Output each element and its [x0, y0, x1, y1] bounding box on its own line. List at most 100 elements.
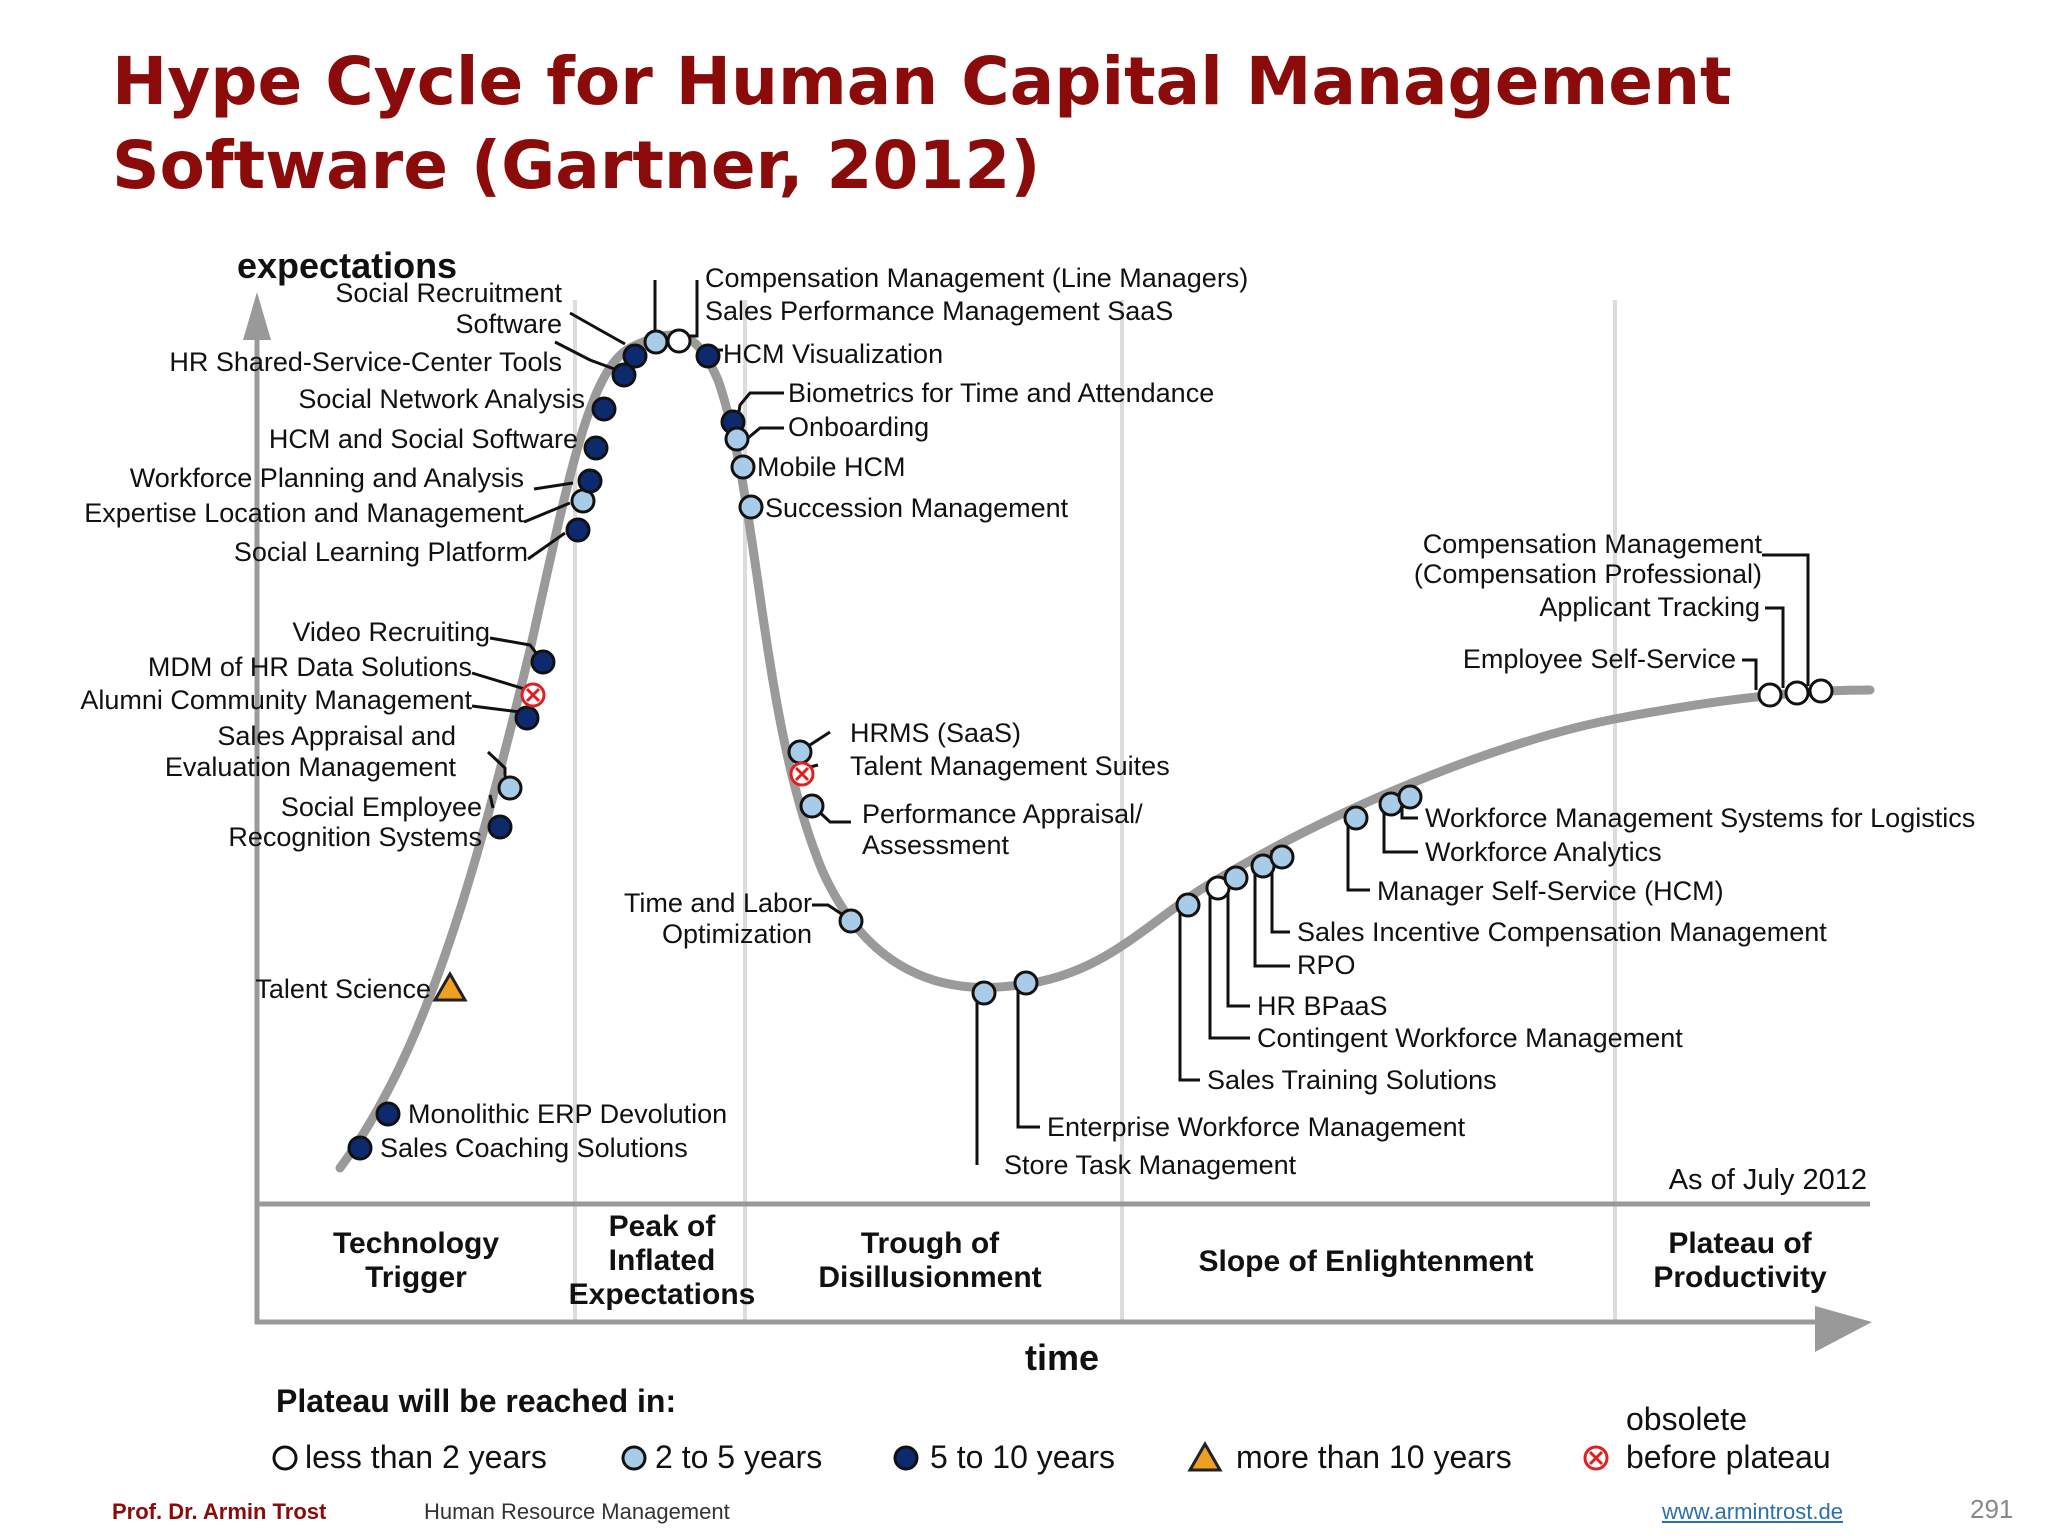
- marker-hr-shared-service-center-tools: [611, 362, 637, 388]
- label-onboarding: Onboarding: [788, 412, 929, 442]
- label-workforce-analytics: Workforce Analytics: [1425, 837, 1662, 867]
- legend-dark-blue-icon: [893, 1445, 919, 1471]
- label-manager-self-service-hcm: Manager Self-Service (HCM): [1377, 876, 1724, 906]
- label-video-recruiting: Video Recruiting: [292, 617, 490, 647]
- label-compensation-management-line-managers: Compensation Management (Line Managers): [705, 263, 1248, 293]
- y-axis-label: expectations: [237, 245, 457, 286]
- y-axis: expectations: [237, 245, 457, 1324]
- legend: Plateau will be reached in: less than 2 …: [272, 1383, 1831, 1475]
- label-social-employee-recognition-systems: Social Employee Recognition Systems: [228, 792, 482, 852]
- marker-onboarding: [724, 426, 750, 452]
- label-sales-coaching-solutions: Sales Coaching Solutions: [380, 1133, 688, 1163]
- legend-item-dark-blue: 5 to 10 years: [893, 1439, 1115, 1475]
- marker-store-task-management: [971, 980, 997, 1006]
- marker-time-and-labor-optimization: [838, 908, 864, 934]
- y-axis-arrow-icon: [243, 292, 271, 340]
- label-expertise-location-and-management: Expertise Location and Management: [84, 498, 524, 528]
- marker-talent-science: [432, 970, 468, 1002]
- label-compensation-management-compensation-professional: Compensation Management (Compensation Pro…: [1414, 529, 1763, 589]
- marker-talent-management-suites: [789, 761, 815, 787]
- legend-label: obsolete before plateau: [1626, 1401, 1831, 1475]
- marker-social-employee-recognition-systems: [487, 814, 513, 840]
- label-alumni-community-management: Alumni Community Management: [80, 685, 472, 715]
- technology-markers: [347, 328, 1834, 1161]
- legend-items: less than 2 years 2 to 5 years 5 to 10 yea…: [272, 1401, 1831, 1475]
- legend-triangle-icon: [1187, 1440, 1223, 1472]
- marker-social-network-analysis: [591, 396, 617, 422]
- legend-item-triangle: more than 10 years: [1187, 1439, 1512, 1475]
- marker-sales-training-solutions: [1175, 892, 1201, 918]
- slide-title: Hype Cycle for Human Capital Management …: [112, 40, 2012, 208]
- label-talent-management-suites: Talent Management Suites: [850, 751, 1170, 781]
- page-number: 291: [1970, 1494, 2014, 1524]
- x-axis-arrow-icon: [1815, 1306, 1872, 1352]
- phase-slope-of-enlightenment: Slope of Enlightenment: [1199, 1245, 1534, 1278]
- technology-labels: Sales Coaching Solutions Monolithic ERP D…: [80, 263, 1975, 1180]
- phase-plateau-of-productivity: Plateau of Productivity: [1653, 1227, 1827, 1294]
- marker-performance-appraisal-assessment: [799, 793, 825, 819]
- marker-hrms-saas: [787, 739, 813, 765]
- label-sales-training-solutions: Sales Training Solutions: [1207, 1065, 1497, 1095]
- phase-technology-trigger: Technology Trigger: [333, 1227, 499, 1294]
- label-sales-performance-management-saas: Sales Performance Management SaaS: [705, 296, 1173, 326]
- marker-monolithic-erp-devolution: [375, 1101, 401, 1127]
- label-performance-appraisal-assessment: Performance Appraisal/Assessment: [862, 799, 1143, 860]
- marker-enterprise-workforce-management: [1013, 970, 1039, 996]
- label-enterprise-workforce-management: Enterprise Workforce Management: [1047, 1112, 1466, 1142]
- label-hcm-visualization: HCM Visualization: [723, 339, 943, 369]
- marker-manager-self-service-hcm: [1343, 805, 1369, 831]
- legend-item-obsolete: obsolete before plateau: [1583, 1401, 1831, 1475]
- footer-course: Human Resource Management: [424, 1499, 730, 1524]
- title-line-2: Software (Gartner, 2012): [112, 127, 1041, 204]
- label-contingent-workforce-management: Contingent Workforce Management: [1257, 1023, 1683, 1053]
- marker-mobile-hcm: [730, 454, 756, 480]
- label-sales-appraisal-and-evaluation-management: Sales Appraisal and Evaluation Management: [165, 721, 457, 782]
- label-social-recruitment-software: Social Recruitment Software: [335, 278, 562, 339]
- legend-white-icon: [272, 1445, 298, 1471]
- label-workforce-management-systems-for-logistics: Workforce Management Systems for Logisti…: [1425, 803, 1975, 833]
- phase-peak-of-inflated-expectations: Peak of Inflated Expectations: [569, 1210, 756, 1311]
- marker-sales-incentive-compensation-management: [1269, 844, 1295, 870]
- marker-sales-coaching-solutions: [347, 1135, 373, 1161]
- label-hrms-saas: HRMS (SaaS): [850, 718, 1021, 748]
- label-biometrics-for-time-and-attendance: Biometrics for Time and Attendance: [788, 378, 1214, 408]
- label-store-task-management: Store Task Management: [1004, 1150, 1297, 1180]
- label-workforce-planning-and-analysis: Workforce Planning and Analysis: [130, 463, 524, 493]
- marker-applicant-tracking: [1784, 680, 1810, 706]
- label-time-and-labor-optimization: Time and Labor Optimization: [624, 888, 812, 949]
- marker-compensation-management-line-managers: [643, 329, 669, 355]
- legend-item-light-blue: 2 to 5 years: [621, 1439, 822, 1475]
- marker-sales-performance-management-saas: [666, 328, 692, 354]
- legend-light-blue-icon: [621, 1445, 647, 1471]
- label-hr-bpaas: HR BPaaS: [1257, 991, 1388, 1021]
- legend-title: Plateau will be reached in:: [276, 1383, 676, 1419]
- label-hr-shared-service-center-tools: HR Shared-Service-Center Tools: [169, 347, 562, 377]
- footer-website-link[interactable]: www.armintrost.de: [1662, 1499, 1843, 1524]
- label-rpo: RPO: [1297, 950, 1356, 980]
- label-employee-self-service: Employee Self-Service: [1463, 644, 1736, 674]
- label-hcm-and-social-software: HCM and Social Software: [269, 424, 578, 454]
- label-succession-management: Succession Management: [765, 493, 1069, 523]
- label-mobile-hcm: Mobile HCM: [757, 452, 906, 482]
- label-social-learning-platform: Social Learning Platform: [234, 537, 528, 567]
- phase-band: time Technology Trigger Peak of Inflated Exp…: [255, 1201, 1872, 1378]
- label-sales-incentive-compensation-management: Sales Incentive Compensation Management: [1297, 917, 1827, 947]
- marker-sales-appraisal-and-evaluation-management: [497, 775, 523, 801]
- legend-label: more than 10 years: [1236, 1439, 1512, 1475]
- phase-trough-of-disillusionment: Trough of Disillusionment: [818, 1227, 1041, 1294]
- title-line-1: Hype Cycle for Human Capital Management: [112, 43, 1732, 120]
- marker-workforce-planning-and-analysis: [577, 468, 603, 494]
- marker-hcm-visualization: [695, 343, 721, 369]
- legend-label: less than 2 years: [305, 1439, 547, 1475]
- legend-item-white: less than 2 years: [272, 1439, 547, 1475]
- marker-social-learning-platform: [565, 517, 591, 543]
- legend-obsolete-icon: [1583, 1445, 1609, 1471]
- legend-label: 2 to 5 years: [655, 1439, 822, 1475]
- marker-hr-bpaas: [1223, 865, 1249, 891]
- as-of-date: As of July 2012: [1669, 1164, 1867, 1196]
- marker-compensation-management-compensation-professional: [1808, 678, 1834, 704]
- marker-video-recruiting: [530, 649, 556, 675]
- label-mdm-of-hr-data-solutions: MDM of HR Data Solutions: [148, 652, 472, 682]
- phase-labels: Technology Trigger Peak of Inflated Expectat…: [333, 1210, 1827, 1311]
